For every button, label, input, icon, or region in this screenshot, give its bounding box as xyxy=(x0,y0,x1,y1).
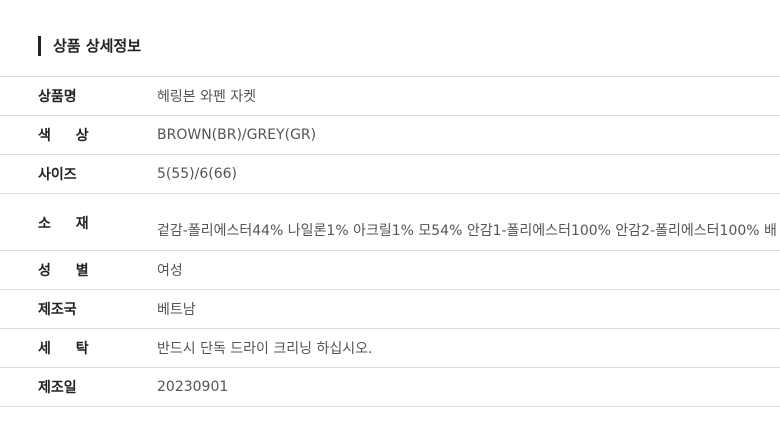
row-value: 베트남 xyxy=(157,302,196,318)
row-label: 상품명 xyxy=(38,89,77,105)
row-label: 소 재 xyxy=(38,216,89,232)
row-label: 제조일 xyxy=(38,380,77,396)
table-row: 상품명 헤링본 와펜 자켓 xyxy=(0,77,780,116)
section-title: 상품 상세정보 xyxy=(38,36,141,56)
row-value: 5(55)/6(66) xyxy=(157,166,238,182)
row-value: 20230901 xyxy=(157,379,229,395)
row-label: 성 별 xyxy=(38,263,89,279)
row-value: 헤링본 와펜 자켓 xyxy=(157,89,257,105)
table-row: 색 상 BROWN(BR)/GREY(GR) xyxy=(0,116,780,155)
table-row: 성 별 여성 xyxy=(0,251,780,290)
row-label: 세 탁 xyxy=(38,341,89,357)
row-value: 겉감-폴리에스터44% 나일론1% 아크릴1% 모54% 안감1-폴리에스터10… xyxy=(157,223,777,239)
row-label: 사이즈 xyxy=(38,167,77,183)
table-row: 세 탁 반드시 단독 드라이 크리닝 하십시오. xyxy=(0,329,780,368)
table-row: 소 재 겉감-폴리에스터44% 나일론1% 아크릴1% 모54% 안감1-폴리에스… xyxy=(0,194,780,251)
row-label: 색 상 xyxy=(38,128,89,144)
row-value: BROWN(BR)/GREY(GR) xyxy=(157,127,317,143)
table-row: 제조국 베트남 xyxy=(0,290,780,329)
table-row: 사이즈 5(55)/6(66) xyxy=(0,155,780,194)
row-label: 제조국 xyxy=(38,302,77,318)
row-value: 반드시 단독 드라이 크리닝 하십시오. xyxy=(157,341,373,357)
row-value: 여성 xyxy=(157,263,183,279)
table-row: 제조일 20230901 xyxy=(0,368,780,407)
